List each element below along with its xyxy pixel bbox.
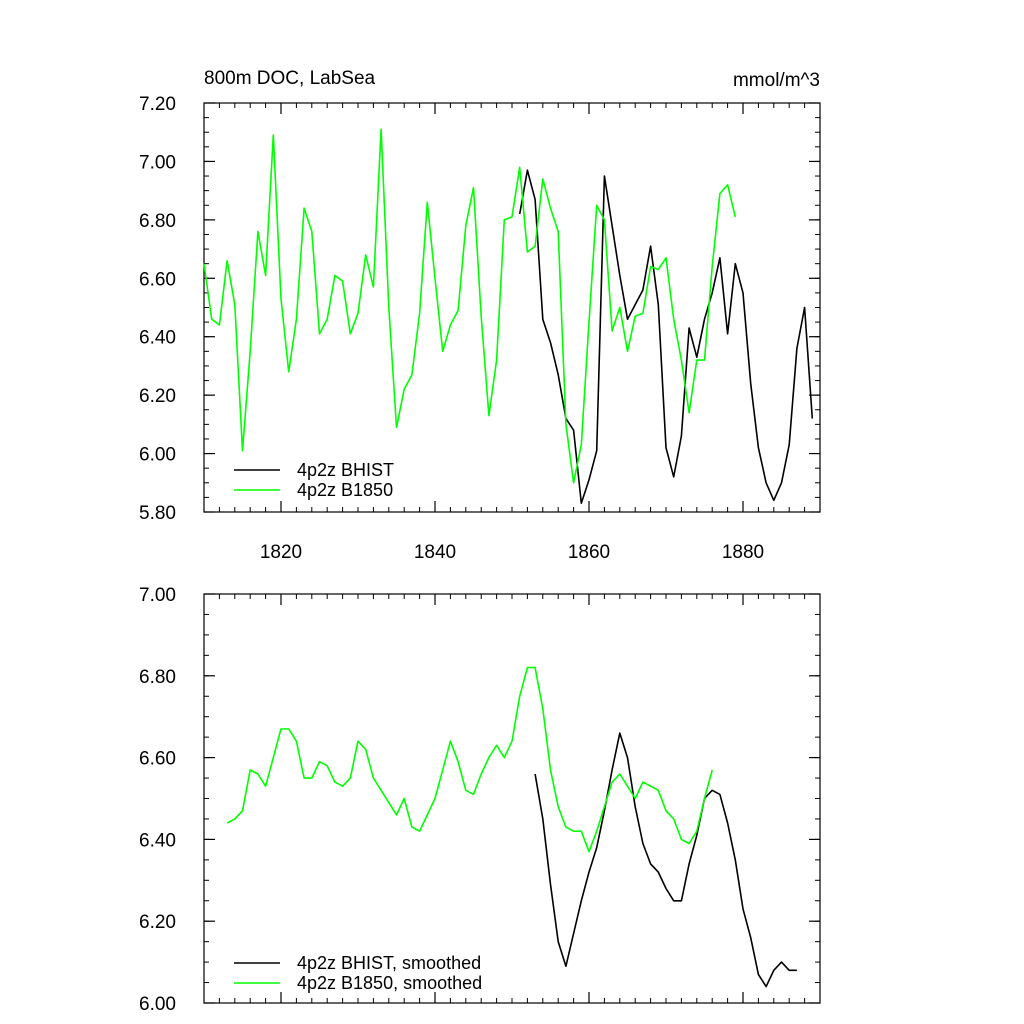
y-tick-label: 6.00	[139, 994, 176, 1015]
y-axis: 6.00 6.20 6.40 6.60 6.80 7.00	[139, 585, 820, 1015]
top-plot-area: 5.80 6.00 6.20 6.40 6.60 6.80 7.00 7.20 1820 1840…	[139, 94, 821, 563]
y-tick-label: 6.20	[139, 912, 176, 933]
y-tick-label: 6.60	[139, 269, 176, 290]
x-tick-label: 1820	[260, 542, 302, 563]
x-tick-label: 1840	[414, 542, 456, 563]
y-tick-label: 5.80	[139, 503, 176, 524]
y-tick-label: 6.60	[139, 749, 176, 770]
y-tick-label: 6.80	[139, 211, 176, 232]
y-tick-label: 7.00	[139, 585, 176, 606]
bottom-panel: 6.00 6.20 6.40 6.60 6.80 7.00 4p2z BHIST, smoo…	[139, 585, 821, 1015]
series-line-bhist	[534, 732, 797, 988]
y-tick-label: 6.40	[139, 830, 176, 851]
y-tick-label: 6.40	[139, 328, 176, 349]
x-tick-label: 1880	[722, 542, 764, 563]
legend-label: 4p2z B1850	[297, 480, 393, 500]
y-axis: 5.80 6.00 6.20 6.40 6.60 6.80 7.00 7.20	[139, 94, 820, 524]
legend-label: 4p2z BHIST, smoothed	[297, 953, 481, 973]
y-tick-label: 6.20	[139, 386, 176, 407]
y-tick-label: 7.00	[139, 152, 176, 173]
series-line-b1850	[226, 666, 713, 853]
top-panel-title: 800m DOC, LabSea	[204, 68, 376, 89]
x-axis	[203, 594, 821, 1003]
series-line-b1850	[203, 128, 737, 484]
series-group	[226, 666, 797, 988]
top-panel: 800m DOC, LabSea mmol/m^3 5.80 6.00 6.20 6.…	[139, 68, 821, 563]
series-group	[203, 128, 814, 505]
y-tick-label: 7.20	[139, 94, 176, 115]
series-line-bhist	[518, 169, 814, 505]
y-tick-label: 6.00	[139, 445, 176, 466]
bottom-plot-area: 6.00 6.20 6.40 6.60 6.80 7.00 4p2z BHIST, smoo…	[139, 585, 821, 1015]
y-tick-label: 6.80	[139, 667, 176, 688]
top-panel-units: mmol/m^3	[733, 70, 820, 91]
x-axis: 1820 1840 1860 1880	[203, 103, 821, 563]
x-tick-label: 1860	[568, 542, 610, 563]
legend-label: 4p2z BHIST	[297, 460, 394, 480]
legend-label: 4p2z B1850, smoothed	[297, 973, 482, 993]
